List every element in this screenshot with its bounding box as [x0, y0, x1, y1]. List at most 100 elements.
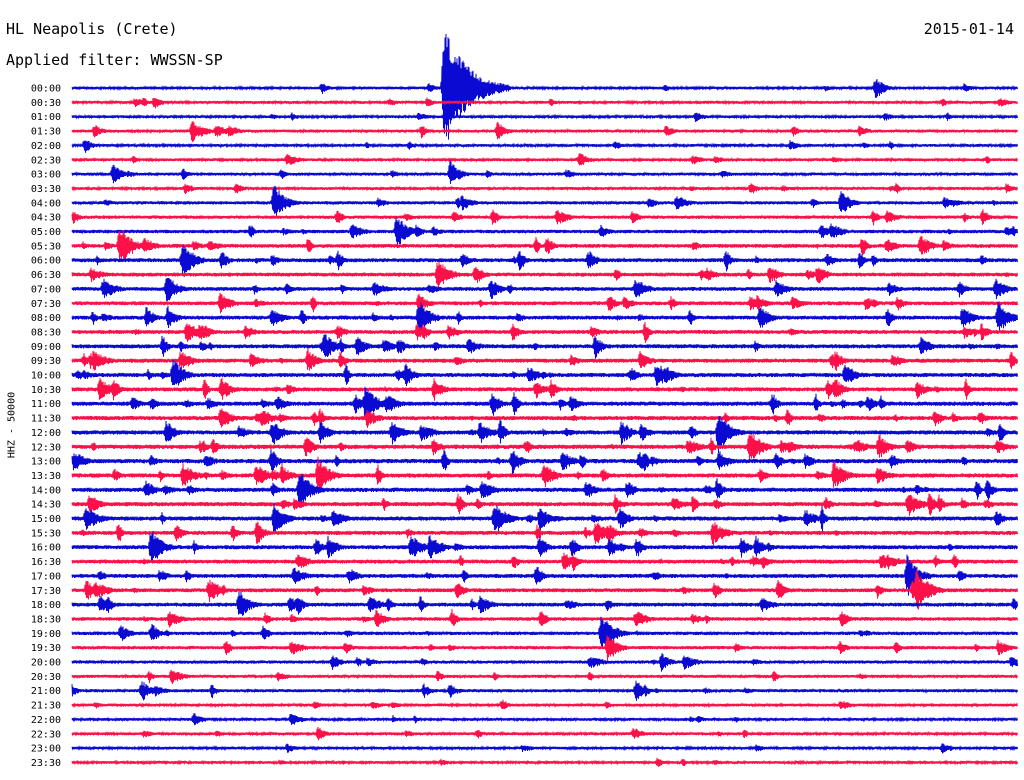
row-time-label: 02:30: [31, 155, 61, 166]
row-time-label: 05:00: [31, 227, 61, 238]
trace-line: [71, 244, 1018, 277]
trace-line: [71, 301, 1018, 335]
trace-line: [71, 608, 1018, 628]
row-time-label: 07:00: [31, 284, 61, 295]
row-time-label: 14:00: [31, 485, 61, 496]
trace-line: [71, 473, 1018, 508]
row-time-label: 10:00: [31, 371, 61, 382]
row-time-label: 20:00: [31, 658, 61, 669]
row-time-label: 19:30: [31, 643, 61, 654]
trace-line: [71, 757, 1018, 767]
row-time-label: 15:00: [31, 514, 61, 525]
row-time-label: 11:30: [31, 414, 61, 425]
trace-line: [71, 185, 1018, 216]
trace-line: [71, 680, 1018, 701]
row-time-label: 12:30: [31, 442, 61, 453]
trace-line: [71, 456, 1018, 492]
trace-line: [71, 230, 1018, 261]
trace-line: [71, 140, 1018, 153]
row-time-label: 20:30: [31, 672, 61, 683]
trace-line: [71, 415, 1018, 454]
row-time-label: 04:00: [31, 198, 61, 209]
trace-line: [71, 531, 1018, 564]
trace-line: [71, 699, 1018, 710]
row-time-label: 04:30: [31, 213, 61, 224]
trace-line: [71, 712, 1018, 726]
trace-line: [71, 669, 1018, 685]
row-time-label: 13:00: [31, 457, 61, 468]
row-time-label: 17:00: [31, 571, 61, 582]
row-time-label: 06:00: [31, 256, 61, 267]
trace-line: [71, 112, 1018, 122]
row-time-label: 00:00: [31, 84, 61, 95]
row-time-label: 06:30: [31, 270, 61, 281]
trace-line: [71, 743, 1018, 754]
row-time-label: 14:30: [31, 500, 61, 511]
trace-line: [71, 321, 1018, 343]
trace-line: [71, 334, 1018, 359]
row-label-group: 00:00 00:30 01:00 01:30 02:00 02:30 03:00 03:30…: [31, 84, 61, 769]
row-time-label: 00:30: [31, 98, 61, 109]
row-time-label: 10:30: [31, 385, 61, 396]
row-time-label: 01:00: [31, 112, 61, 123]
row-time-label: 16:30: [31, 557, 61, 568]
trace-line: [71, 121, 1018, 142]
trace-line: [71, 616, 1018, 649]
row-time-label: 08:30: [31, 327, 61, 338]
trace-line: [71, 261, 1018, 290]
trace-line: [71, 386, 1018, 419]
trace-line: [71, 33, 1018, 140]
trace-line: [71, 277, 1018, 301]
row-time-label: 01:30: [31, 127, 61, 138]
trace-line: [71, 653, 1018, 672]
trace-line: [71, 433, 1018, 464]
trace-line: [71, 552, 1018, 572]
row-time-label: 21:00: [31, 686, 61, 697]
trace-line: [71, 521, 1018, 546]
trace-line: [71, 568, 1018, 610]
date-label: 2015-01-14: [923, 20, 1014, 38]
row-time-label: 08:00: [31, 313, 61, 324]
trace-line: [71, 217, 1018, 248]
trace-line: [71, 97, 1018, 109]
row-time-label: 07:30: [31, 299, 61, 310]
trace-line: [71, 635, 1018, 661]
trace-line: [71, 209, 1018, 226]
row-time-label: 17:30: [31, 586, 61, 597]
row-time-label: 18:30: [31, 614, 61, 625]
row-time-label: 18:00: [31, 600, 61, 611]
row-time-label: 23:30: [31, 758, 61, 769]
row-time-label: 03:30: [31, 184, 61, 195]
trace-line: [71, 408, 1018, 428]
trace-line: [71, 493, 1018, 516]
trace-line: [71, 726, 1018, 741]
row-time-label: 22:00: [31, 715, 61, 726]
trace-line: [71, 359, 1018, 387]
trace-line: [71, 183, 1018, 195]
trace-line: [71, 554, 1018, 596]
row-time-label: 11:00: [31, 399, 61, 410]
row-time-label: 16:00: [31, 543, 61, 554]
row-time-label: 02:00: [31, 141, 61, 152]
row-time-label: 09:30: [31, 356, 61, 367]
row-time-label: 12:00: [31, 428, 61, 439]
row-time-label: 05:30: [31, 241, 61, 252]
trace-line: [71, 160, 1018, 184]
station-title: HL Neapolis (Crete): [6, 20, 178, 38]
row-time-label: 09:00: [31, 342, 61, 353]
trace-line: [71, 292, 1018, 314]
trace-line: [71, 377, 1018, 401]
row-time-label: 23:00: [31, 744, 61, 755]
trace-line: [71, 449, 1018, 475]
trace-line: [71, 591, 1018, 616]
row-time-label: 15:30: [31, 528, 61, 539]
row-time-label: 22:30: [31, 729, 61, 740]
row-time-label: 03:00: [31, 170, 61, 181]
trace-line: [71, 153, 1018, 166]
filter-label: Applied filter: WWSSN-SP: [6, 51, 223, 69]
trace-line: [71, 503, 1018, 532]
row-time-label: 13:30: [31, 471, 61, 482]
trace-group: [71, 33, 1018, 767]
row-time-label: 19:00: [31, 629, 61, 640]
